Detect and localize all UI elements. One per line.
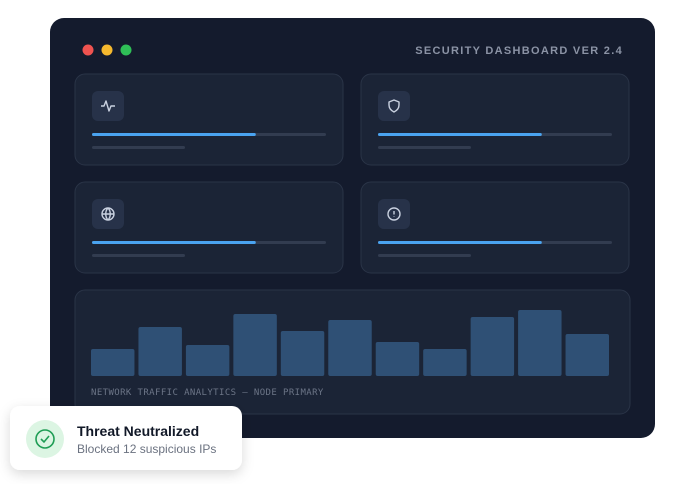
toast-icon bbox=[35, 429, 55, 449]
toast bbox=[10, 406, 242, 470]
traffic-bar bbox=[91, 349, 135, 376]
card-icon bbox=[101, 100, 115, 112]
minimize-dot[interactable] bbox=[101, 44, 113, 56]
card-icon bbox=[388, 99, 400, 113]
traffic-bar bbox=[185, 345, 230, 376]
traffic-bar bbox=[280, 331, 325, 376]
toast-icon-bg bbox=[26, 420, 64, 458]
progress-fill bbox=[92, 241, 256, 244]
toast-message: Blocked 12 suspicious IPs bbox=[77, 442, 216, 456]
toast-title: Threat Neutralized bbox=[77, 423, 199, 439]
toast-check bbox=[40, 435, 50, 444]
card-icon bbox=[101, 207, 115, 221]
card-subline bbox=[92, 254, 185, 257]
traffic-bar bbox=[518, 310, 562, 376]
status-card bbox=[360, 73, 630, 166]
traffic-bar bbox=[375, 342, 420, 376]
status-card bbox=[74, 73, 344, 166]
window-title: SECURITY DASHBOARD VER 2.4 bbox=[415, 45, 623, 57]
traffic-bar bbox=[138, 327, 182, 376]
traffic-bar bbox=[470, 317, 515, 376]
traffic-label: NETWORK TRAFFIC ANALYTICS — NODE PRIMARY bbox=[91, 388, 324, 398]
card-subline bbox=[378, 254, 471, 257]
card-icon bbox=[387, 207, 401, 221]
card-subline bbox=[378, 146, 471, 149]
card-subline bbox=[92, 146, 185, 149]
status-card bbox=[74, 181, 344, 274]
traffic-bar bbox=[423, 349, 467, 376]
traffic-bar bbox=[233, 314, 277, 376]
card-icon-box bbox=[378, 91, 410, 121]
progress-fill bbox=[378, 133, 542, 136]
progress-fill bbox=[378, 241, 542, 244]
traffic-bar bbox=[565, 334, 609, 376]
maximize-dot[interactable] bbox=[120, 44, 132, 56]
progress-fill bbox=[92, 133, 256, 136]
status-card bbox=[360, 181, 630, 274]
close-dot[interactable] bbox=[82, 44, 94, 56]
traffic-bar bbox=[328, 320, 372, 376]
